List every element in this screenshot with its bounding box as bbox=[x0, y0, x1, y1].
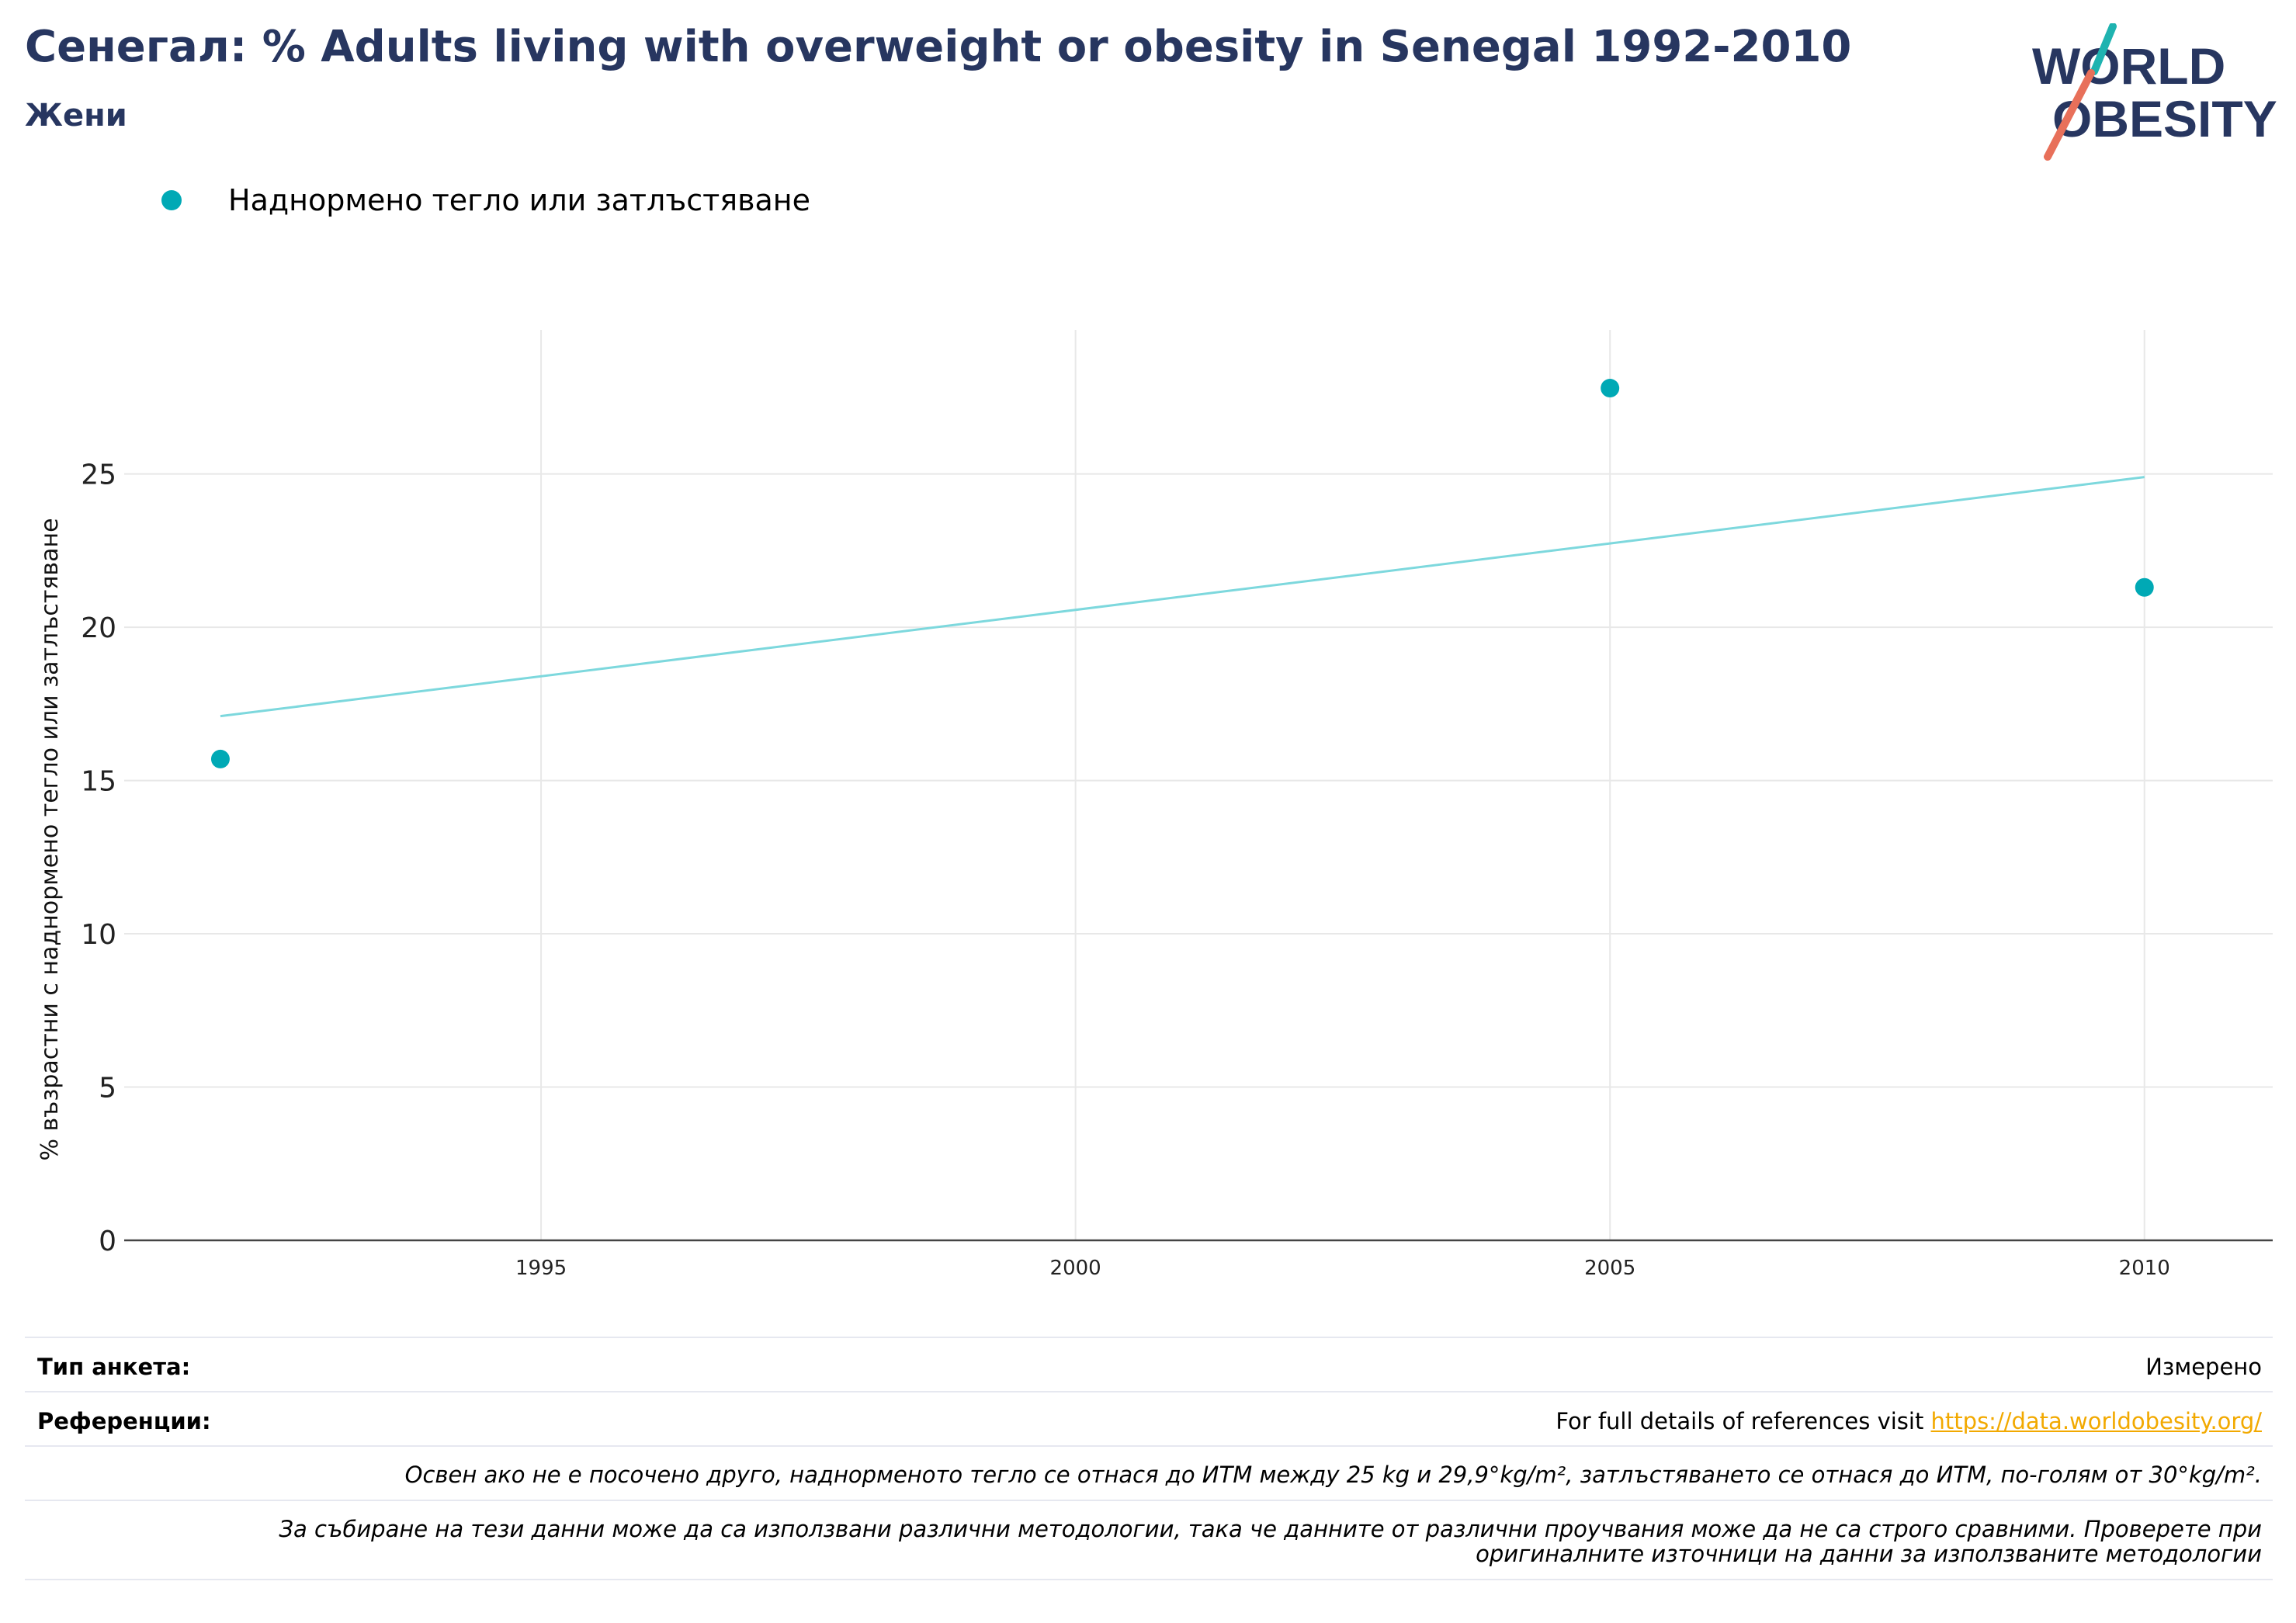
references-link[interactable]: https://data.worldobesity.org/ bbox=[1930, 1408, 2262, 1434]
logo-line-1: WORLD bbox=[2032, 37, 2225, 95]
methodology-note-row: За събиране на тези данни може да са изп… bbox=[25, 1500, 2273, 1580]
legend-label: Наднормено тегло или затлъстяване bbox=[228, 183, 810, 217]
survey-type-label: Тип анкета: bbox=[37, 1354, 191, 1380]
survey-type-value: Измерено bbox=[2145, 1354, 2262, 1380]
x-tick-label: 1995 bbox=[515, 1257, 567, 1280]
trend-line bbox=[220, 476, 2145, 718]
data-point bbox=[210, 749, 230, 768]
x-tick-label: 2005 bbox=[1584, 1257, 1635, 1280]
x-tick-label: 2010 bbox=[2119, 1257, 2170, 1280]
bmi-note: Освен ако не е посочено друго, наднормен… bbox=[404, 1462, 2262, 1488]
logo-slash-teal bbox=[2090, 23, 2117, 75]
world-obesity-logo: WORLD OBESITY bbox=[2032, 23, 2277, 161]
chart-subtitle: Жени bbox=[25, 98, 127, 134]
x-tick-label: 2000 bbox=[1050, 1257, 1101, 1280]
chart-legend: Наднормено тегло или затлъстяване bbox=[161, 183, 810, 217]
y-axis-label: % възрастни с наднормено тегло или затлъ… bbox=[36, 518, 64, 1160]
logo-line-2: OBESITY bbox=[2052, 90, 2277, 147]
chart-footer: Тип анкета: Измерено Референции: For ful… bbox=[25, 1337, 2273, 1580]
chart-title: Сенегал: % Adults living with overweight… bbox=[25, 22, 1852, 72]
references-text: For full details of references visit bbox=[1556, 1408, 1931, 1434]
y-tick-label: 20 bbox=[81, 612, 116, 644]
logo-slash-coral bbox=[2044, 69, 2095, 161]
methodology-note: За събиране на тези данни може да са изп… bbox=[279, 1516, 2262, 1567]
legend-marker bbox=[161, 190, 182, 210]
survey-type-row: Тип анкета: Измерено bbox=[25, 1337, 2273, 1391]
references-value: For full details of references visit htt… bbox=[1556, 1408, 2262, 1434]
y-tick-label: 15 bbox=[81, 766, 116, 798]
data-point bbox=[1601, 379, 1620, 398]
y-tick-label: 10 bbox=[81, 919, 116, 951]
references-label: Референции: bbox=[37, 1408, 211, 1434]
y-tick-label: 25 bbox=[81, 460, 116, 491]
bmi-note-row: Освен ако не е посочено друго, наднормен… bbox=[25, 1445, 2273, 1500]
data-point bbox=[2135, 577, 2154, 597]
scatter-chart: 0 5 10 15 20 25 1995 2000 2005 2010 % възрастни с … bbox=[36, 330, 2273, 1280]
y-tick-label: 5 bbox=[99, 1073, 116, 1105]
y-tick-label: 0 bbox=[99, 1226, 116, 1257]
references-row: Референции: For full details of referenc… bbox=[25, 1391, 2273, 1445]
